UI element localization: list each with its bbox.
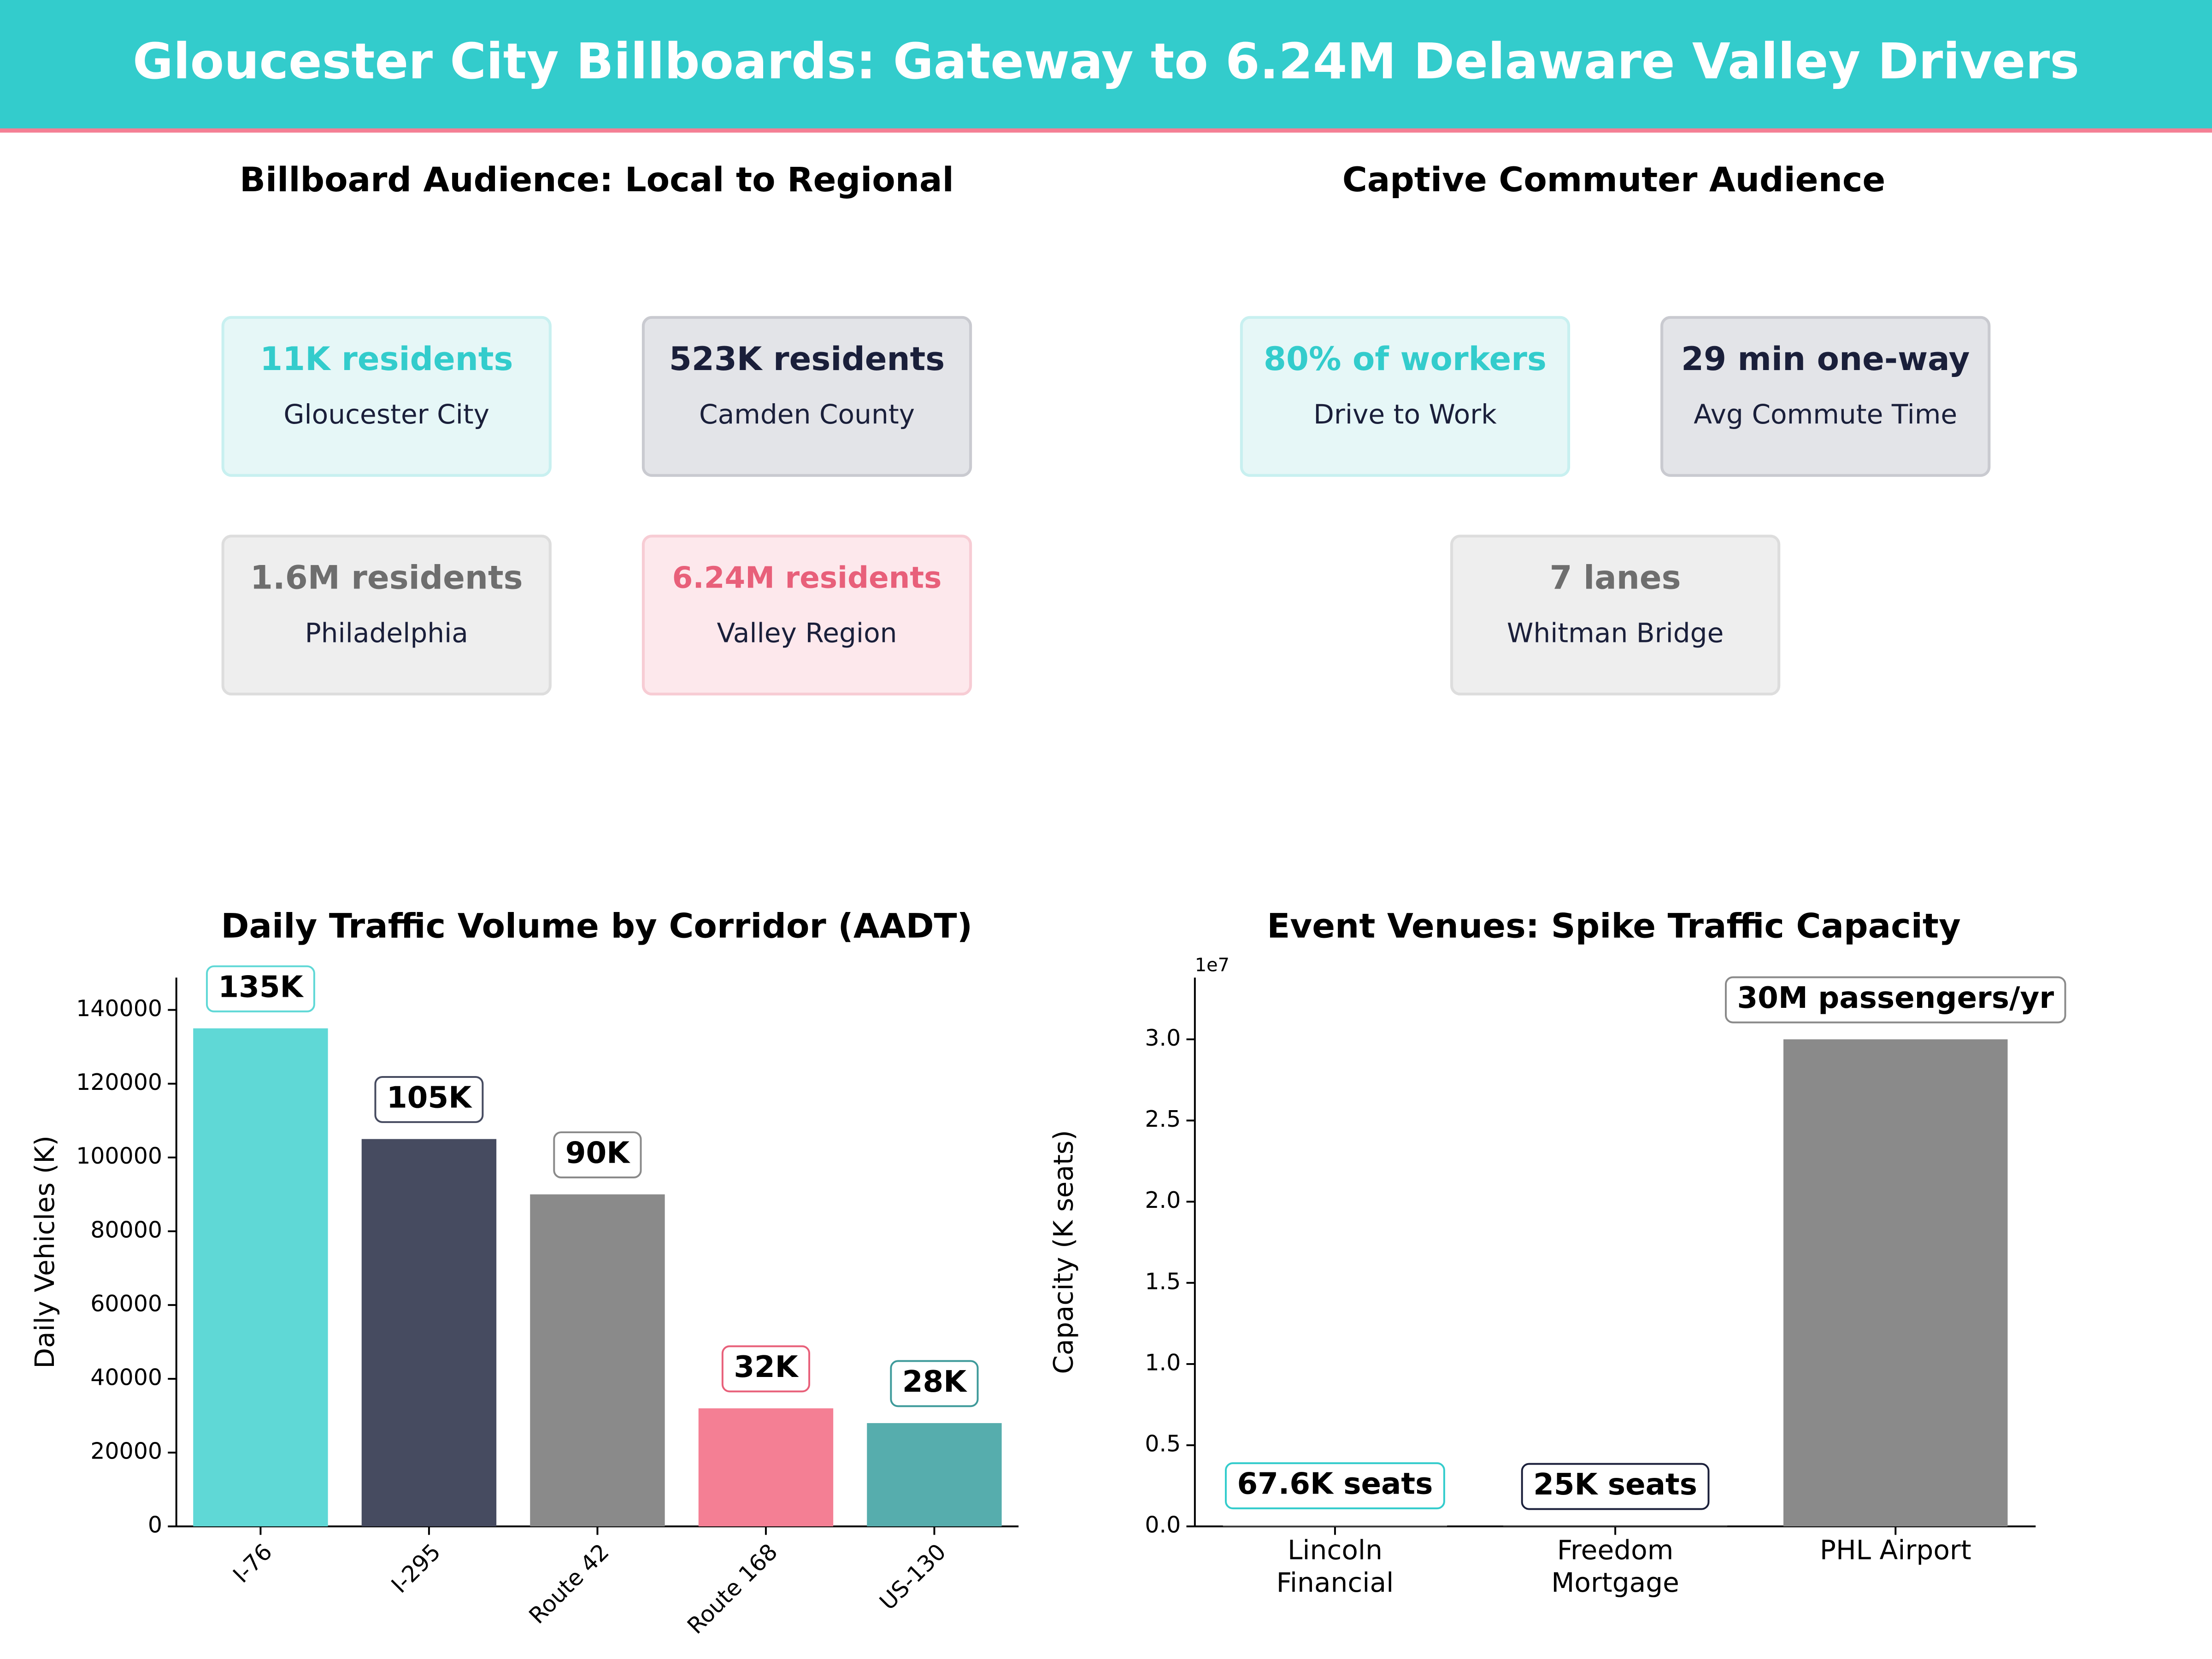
- card-label: Avg Commute Time: [1694, 399, 1957, 430]
- y-axis-label: Daily Vehicles (K): [29, 1135, 60, 1369]
- bar: [530, 1194, 665, 1527]
- value-label: 28K: [902, 1365, 967, 1399]
- y-tick-label: 1.0: [1145, 1349, 1181, 1376]
- value-label-box: [553, 1131, 642, 1179]
- card-value: 7 lanes: [1550, 559, 1681, 597]
- card: [221, 535, 552, 696]
- y-tick-label: 140000: [76, 995, 162, 1022]
- panel-title: Billboard Audience: Local to Regional: [240, 160, 954, 200]
- card: [1450, 535, 1781, 696]
- value-label: 30M passengers/yr: [1737, 981, 2054, 1015]
- card-value: 29 min one-way: [1681, 340, 1970, 378]
- y-tick-label: 120000: [76, 1069, 162, 1095]
- value-label: 67.6K seats: [1237, 1467, 1433, 1501]
- x-tick-label: Lincoln Financial: [1277, 1534, 1394, 1598]
- y-tick-label: 0: [148, 1512, 162, 1538]
- value-label: 135K: [218, 970, 304, 1004]
- chart-title: Daily Traffic Volume by Corridor (AADT): [221, 906, 973, 946]
- card-label: Gloucester City: [283, 399, 489, 430]
- y-tick-label: 60000: [90, 1290, 162, 1317]
- bar: [698, 1408, 834, 1527]
- value-label-box: [374, 1076, 484, 1123]
- bar: [361, 1139, 497, 1527]
- header-rule: [0, 128, 2212, 133]
- x-tick-label: I-295: [386, 1539, 446, 1598]
- value-label-box: [1725, 976, 2066, 1024]
- card: [1240, 316, 1571, 477]
- card: [1660, 316, 1991, 477]
- x-tick-label: Route 168: [682, 1539, 782, 1639]
- card-label: Philadelphia: [305, 618, 468, 649]
- y-tick-label: 40000: [90, 1365, 162, 1391]
- x-tick-label: I-76: [228, 1539, 277, 1588]
- value-label-box: [206, 965, 315, 1012]
- value-label-box: [1224, 1462, 1445, 1510]
- card: [641, 535, 972, 696]
- card-value: 523K residents: [669, 340, 945, 378]
- value-label-box: [890, 1360, 979, 1407]
- card-value: 80% of workers: [1264, 340, 1547, 378]
- card-label: Drive to Work: [1313, 399, 1497, 430]
- y-tick-label: 100000: [76, 1143, 162, 1169]
- x-tick-label: PHL Airport: [1820, 1534, 1971, 1565]
- bar: [867, 1423, 1002, 1527]
- value-label: 32K: [734, 1350, 799, 1384]
- bar: [193, 1028, 328, 1527]
- x-tick-label: Route 42: [524, 1539, 614, 1629]
- panel-title: Captive Commuter Audience: [1342, 160, 1885, 200]
- bar: [1223, 1525, 1447, 1527]
- y-tick-label: 3.0: [1145, 1025, 1181, 1051]
- card-label: Camden County: [699, 399, 915, 430]
- card: [221, 316, 552, 477]
- card-value: 6.24M residents: [672, 561, 942, 595]
- y-axis-label: Capacity (K seats): [1047, 1130, 1079, 1374]
- card-label: Whitman Bridge: [1507, 618, 1724, 649]
- y-tick-label: 0.0: [1145, 1512, 1181, 1538]
- y-tick-label: 2.0: [1145, 1187, 1181, 1213]
- page-title: Gloucester City Billboards: Gateway to 6…: [133, 33, 2079, 90]
- y-tick-label: 1.5: [1145, 1268, 1181, 1294]
- bar: [1783, 1039, 2008, 1527]
- value-label: 105K: [387, 1081, 472, 1115]
- card: [641, 316, 972, 477]
- y-tick-label: 20000: [90, 1438, 162, 1465]
- card-value: 1.6M residents: [250, 559, 523, 597]
- chart-title: Event Venues: Spike Traffic Capacity: [1267, 906, 1961, 946]
- x-tick-label: Freedom Mortgage: [1551, 1534, 1679, 1598]
- value-label: 25K seats: [1533, 1467, 1697, 1502]
- value-label-box: [721, 1345, 811, 1393]
- value-label: 90K: [565, 1136, 630, 1171]
- y-tick-label: 0.5: [1145, 1431, 1181, 1457]
- x-tick-label: US-130: [875, 1539, 951, 1615]
- y-tick-label: 80000: [90, 1217, 162, 1243]
- y-tick-label: 2.5: [1145, 1106, 1181, 1132]
- value-label-box: [1521, 1463, 1710, 1510]
- card-value: 11K residents: [260, 340, 513, 378]
- header-bar: [0, 0, 2212, 130]
- y-offset-label: 1e7: [1195, 954, 1230, 976]
- card-label: Valley Region: [717, 618, 897, 649]
